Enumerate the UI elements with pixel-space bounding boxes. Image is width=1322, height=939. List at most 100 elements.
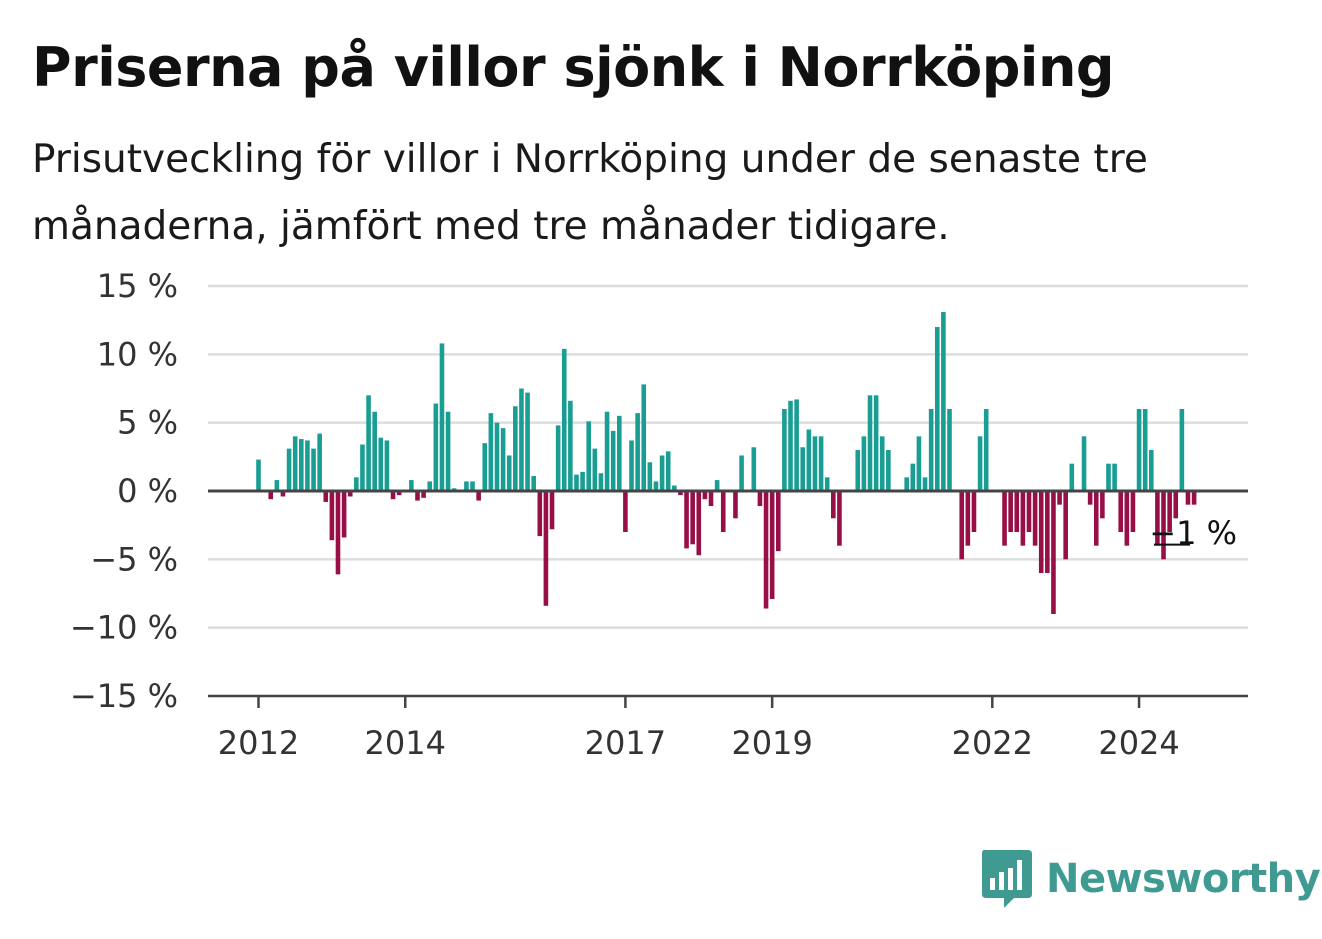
bar [372,411,377,491]
bar [818,436,824,491]
bar [1155,491,1160,546]
annotation-label: −1 % [1149,514,1237,552]
bar [482,443,488,491]
bar [415,491,420,501]
bar [1179,409,1185,491]
bar [720,491,726,532]
bar [672,485,677,491]
bar [1081,436,1087,491]
y-tick-label: 10 % [97,335,178,373]
bar [384,440,390,491]
bar [543,491,549,606]
bar [513,406,518,491]
bar [696,491,702,556]
bar [629,440,634,491]
bar [714,480,720,491]
bar [568,400,573,491]
bar [751,447,757,491]
newsworthy-logo-icon [982,850,1032,908]
bar [1008,491,1013,532]
bar [1087,491,1093,505]
bar [531,475,536,491]
bar [1191,491,1197,505]
bar [586,421,592,491]
bar [1148,450,1154,491]
bar [831,491,836,519]
bar [280,491,286,497]
bar [886,450,891,491]
x-tick-label: 2024 [1098,724,1179,762]
bar [861,436,867,491]
bar [1057,491,1062,505]
bar [665,451,671,491]
bar [299,439,304,491]
bar [775,491,781,552]
bar [769,491,775,599]
bar [488,413,494,491]
bar [561,348,567,491]
bar [812,436,818,491]
bar [604,411,610,491]
bar [1112,463,1117,491]
bar [347,491,353,497]
bar [519,388,524,491]
bar [855,450,861,491]
bar [1124,491,1130,546]
bar [305,440,310,491]
bar [555,425,561,491]
bar [910,463,916,491]
bar [445,411,451,491]
bar [427,481,433,491]
bar [476,491,481,501]
bar [292,436,298,491]
bar [574,474,579,491]
bar [1136,409,1142,491]
bar [983,409,989,491]
bar [879,436,885,491]
bar [323,491,329,502]
bar [1185,491,1191,505]
bar [1173,491,1179,519]
bar [965,491,971,546]
bar [806,429,812,491]
y-tick-label: 15 % [97,267,178,305]
bar [616,415,622,491]
bar [1069,463,1075,491]
bar [837,491,842,546]
bar [977,436,983,491]
y-gridlines [208,284,1248,629]
bar-series [256,311,1197,614]
bar [1100,491,1105,519]
y-tick-label: 0 % [117,472,178,510]
y-tick-label: −10 % [70,609,178,647]
bar [678,491,683,496]
bar [390,491,396,500]
bar [494,422,500,491]
bar [311,448,316,491]
bar [641,384,647,491]
bar [274,480,280,491]
bar [702,491,708,500]
page-subtitle: Prisutveckling för villor i Norrköping u… [32,137,1148,249]
bar [354,477,359,491]
y-axis-tick-labels: 15 % 10 % 5 % 0 % −5 % −10 % −15 % [70,267,178,715]
bar [1167,491,1172,532]
y-tick-label: 5 % [117,404,178,442]
bar [941,311,946,491]
bar [916,436,922,491]
bar [421,491,426,498]
y-tick-label: −15 % [70,677,178,715]
bar [598,473,604,491]
bar [782,409,787,491]
bar [1002,491,1007,546]
bar [1045,491,1050,573]
bar [592,448,598,491]
bar [788,400,793,491]
bar [366,395,371,491]
bar [1020,491,1026,546]
newsworthy-brand: Newsworthy [980,848,1321,910]
bar [439,343,445,491]
bar [763,491,769,609]
bar [1063,491,1068,560]
bar [268,491,274,500]
